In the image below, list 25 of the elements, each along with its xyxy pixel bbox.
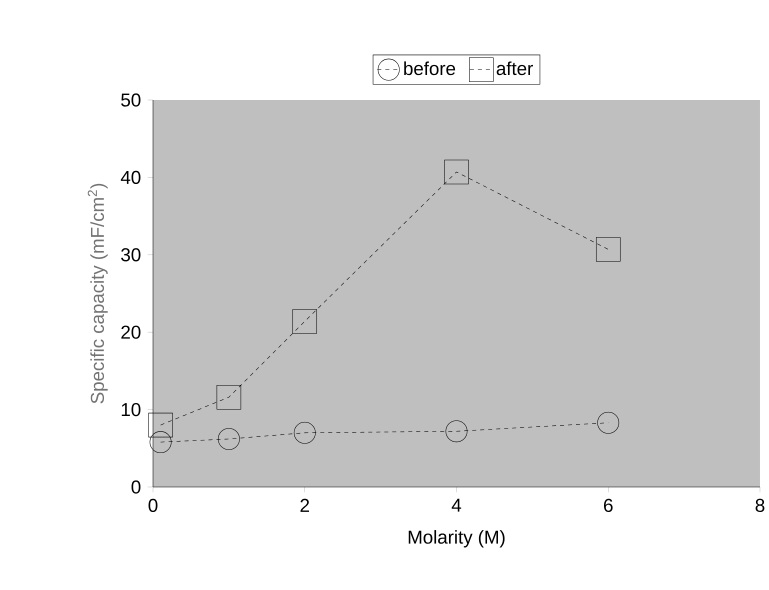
y-tick-label: 10 [122,402,140,416]
point [292,309,318,334]
point [148,412,173,438]
y-tick-label: 20 [121,326,140,339]
y-tick-label: 50 [121,93,140,107]
legend-label: after [496,61,533,76]
y-axis-title: Specific capacity (mF/cm$^{2}$) [88,184,108,404]
point [218,428,240,450]
legend-label: before [404,61,456,76]
point [597,412,620,434]
x-tick-label: 0 [148,498,158,512]
x-tick-label: 8 [756,498,764,512]
point [216,384,242,410]
point [446,420,468,442]
x-tick-label: 6 [604,498,613,512]
point [294,422,316,444]
y-tick-label: 0 [132,480,140,494]
x-tick-label: 4 [452,498,462,512]
y-tick-label: 30 [121,248,140,262]
point [444,160,469,184]
point [596,237,621,262]
x-axis-title: Molarity (M) [408,530,505,548]
point [150,431,172,454]
x-tick-label: 2 [300,498,310,512]
y-tick-label: 40 [120,170,140,184]
